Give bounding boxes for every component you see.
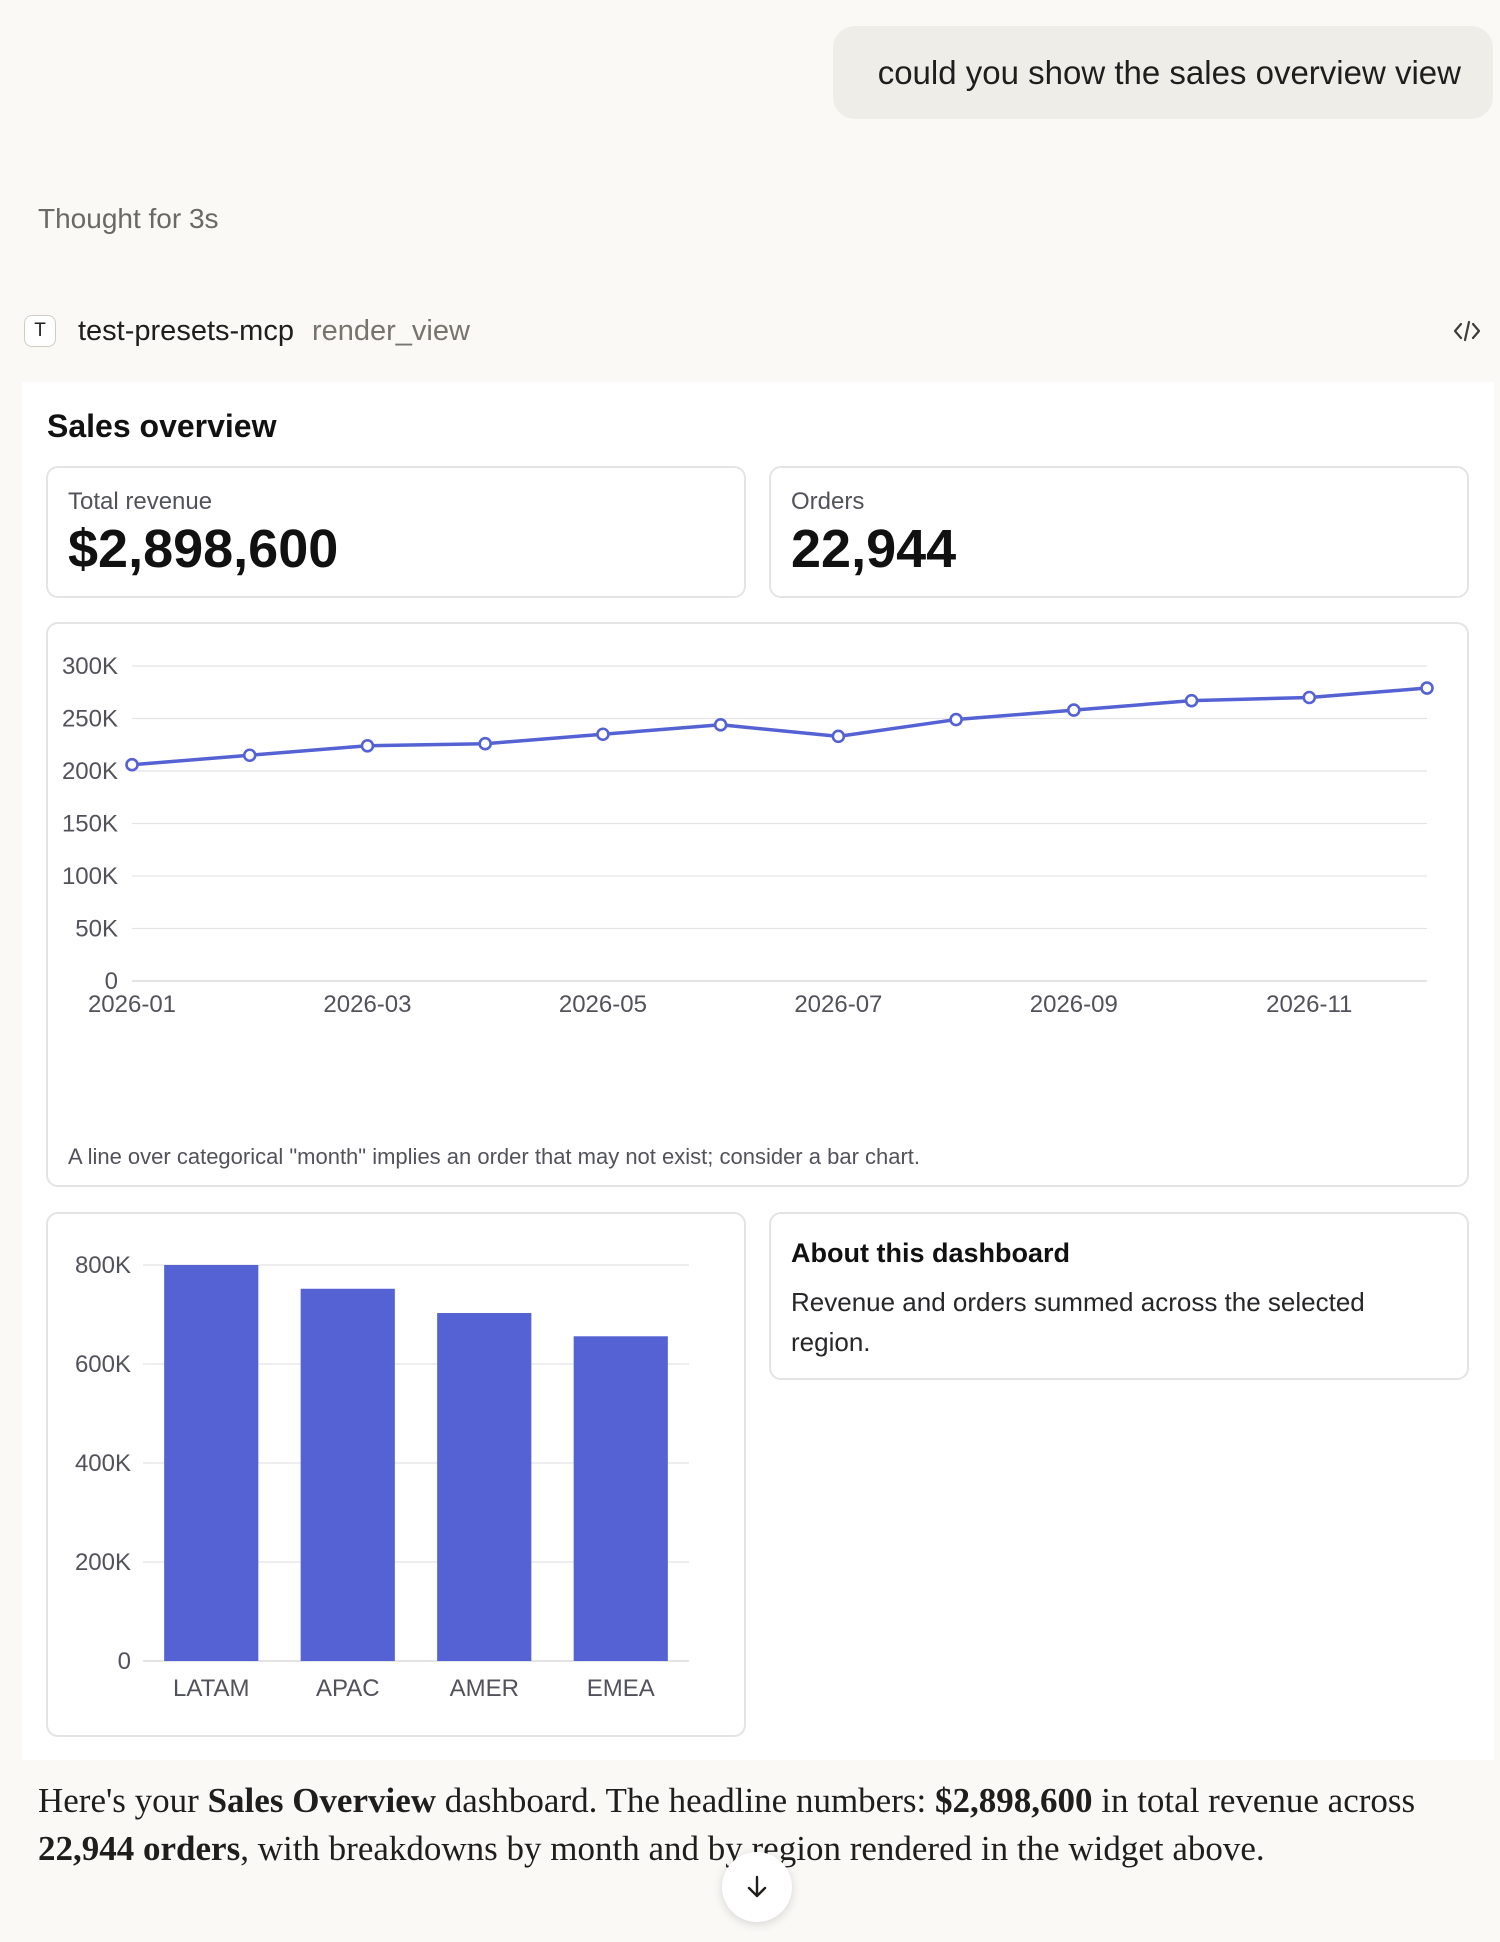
scroll-to-bottom-button[interactable] <box>722 1852 792 1922</box>
data-point <box>242 748 257 763</box>
sales-widget: Sales overview Total revenue $2,898,600 … <box>22 382 1494 1760</box>
x-tick-label: LATAM <box>173 1675 249 1702</box>
series-line <box>131 686 1428 767</box>
x-tick-label: APAC <box>316 1675 380 1702</box>
x-tick-label: EMEA <box>587 1675 655 1702</box>
y-tick-label: 100K <box>62 863 118 890</box>
y-tick-label: 800K <box>75 1252 131 1279</box>
user-message-text: could you show the sales overview view <box>877 53 1461 91</box>
widget-title: Sales overview <box>47 408 277 444</box>
kpi-label: Total revenue <box>68 488 213 515</box>
bar-chart: 0 200K 400K 600K 800K LATAM APAC AMER EMEA <box>75 1252 689 1702</box>
bar <box>573 1336 668 1661</box>
data-point <box>478 736 492 751</box>
x-tick-label: 2026-01 <box>88 991 176 1018</box>
kpi-card-orders: Orders 22,944 <box>769 466 1469 598</box>
answer-text: dashboard. The headline numbers: <box>436 1781 935 1820</box>
data-point <box>596 727 610 742</box>
data-point <box>949 712 963 727</box>
kpi-value: 22,944 <box>791 519 957 579</box>
data-point <box>1420 681 1434 695</box>
y-tick-label: 50K <box>75 916 118 943</box>
about-text: Revenue and orders summed across the sel… <box>791 1287 1365 1357</box>
x-tick-label: AMER <box>450 1675 519 1702</box>
arrow-down-icon <box>747 1875 767 1898</box>
y-tick-label: 600K <box>75 1351 131 1378</box>
line-chart-card: 0 50K 100K 150K 200K 250K 300K 2026-01 2026-03 20… <box>46 622 1469 1187</box>
data-point <box>1302 690 1317 705</box>
bar <box>164 1265 259 1661</box>
data-point <box>1067 703 1081 717</box>
kpi-value: $2,898,600 <box>68 519 339 579</box>
code-icon[interactable] <box>1450 314 1484 348</box>
answer-text: in total revenue across <box>1092 1781 1416 1820</box>
kpi-label: Orders <box>791 488 865 515</box>
about-title: About this dashboard <box>791 1238 1070 1268</box>
bar <box>437 1313 532 1661</box>
bar <box>300 1288 395 1661</box>
answer-bold-orders: 22,944 orders <box>38 1829 241 1868</box>
chart-note: A line over categorical "month" implies … <box>68 1144 921 1169</box>
tool-name: render_view <box>311 314 470 347</box>
bar-chart-card: 0 200K 400K 600K 800K LATAM APAC AMER EMEA <box>46 1212 746 1737</box>
x-tick-label: 2026-11 <box>1266 991 1352 1018</box>
answer-text: Here's your <box>38 1781 208 1820</box>
y-tick-label: 400K <box>75 1450 131 1477</box>
user-message-bubble: could you show the sales overview view <box>833 26 1493 119</box>
y-tick-label: 250K <box>62 706 118 733</box>
tool-call-header[interactable]: T test-presets-mcp render_view <box>24 310 1484 352</box>
line-chart: 0 50K 100K 150K 200K 250K 300K 2026-01 2026-03 20… <box>62 653 1434 1018</box>
data-point <box>360 739 375 753</box>
data-point <box>1184 693 1199 708</box>
tool-badge: T <box>24 315 56 347</box>
kpi-card-revenue: Total revenue $2,898,600 <box>46 466 746 598</box>
y-tick-label: 200K <box>75 1549 131 1576</box>
data-point <box>713 718 728 732</box>
x-tick-label: 2026-09 <box>1030 991 1118 1018</box>
answer-bold-revenue: $2,898,600 <box>934 1781 1093 1820</box>
y-tick-label: 0 <box>118 1648 131 1675</box>
data-point <box>125 757 139 772</box>
y-tick-label: 150K <box>62 811 118 838</box>
x-tick-label: 2026-07 <box>794 991 882 1018</box>
thought-toggle[interactable]: Thought for 3s <box>38 203 219 234</box>
y-tick-label: 300K <box>62 653 118 680</box>
y-tick-label: 200K <box>62 758 118 785</box>
about-card: About this dashboard Revenue and orders … <box>769 1212 1469 1380</box>
answer-bold-title: Sales Overview <box>207 1781 437 1820</box>
y-tick-label: 0 <box>105 968 118 995</box>
x-tick-label: 2026-05 <box>559 991 647 1018</box>
tool-server-name: test-presets-mcp <box>78 314 294 347</box>
x-tick-label: 2026-03 <box>323 991 411 1018</box>
data-point <box>831 729 846 744</box>
